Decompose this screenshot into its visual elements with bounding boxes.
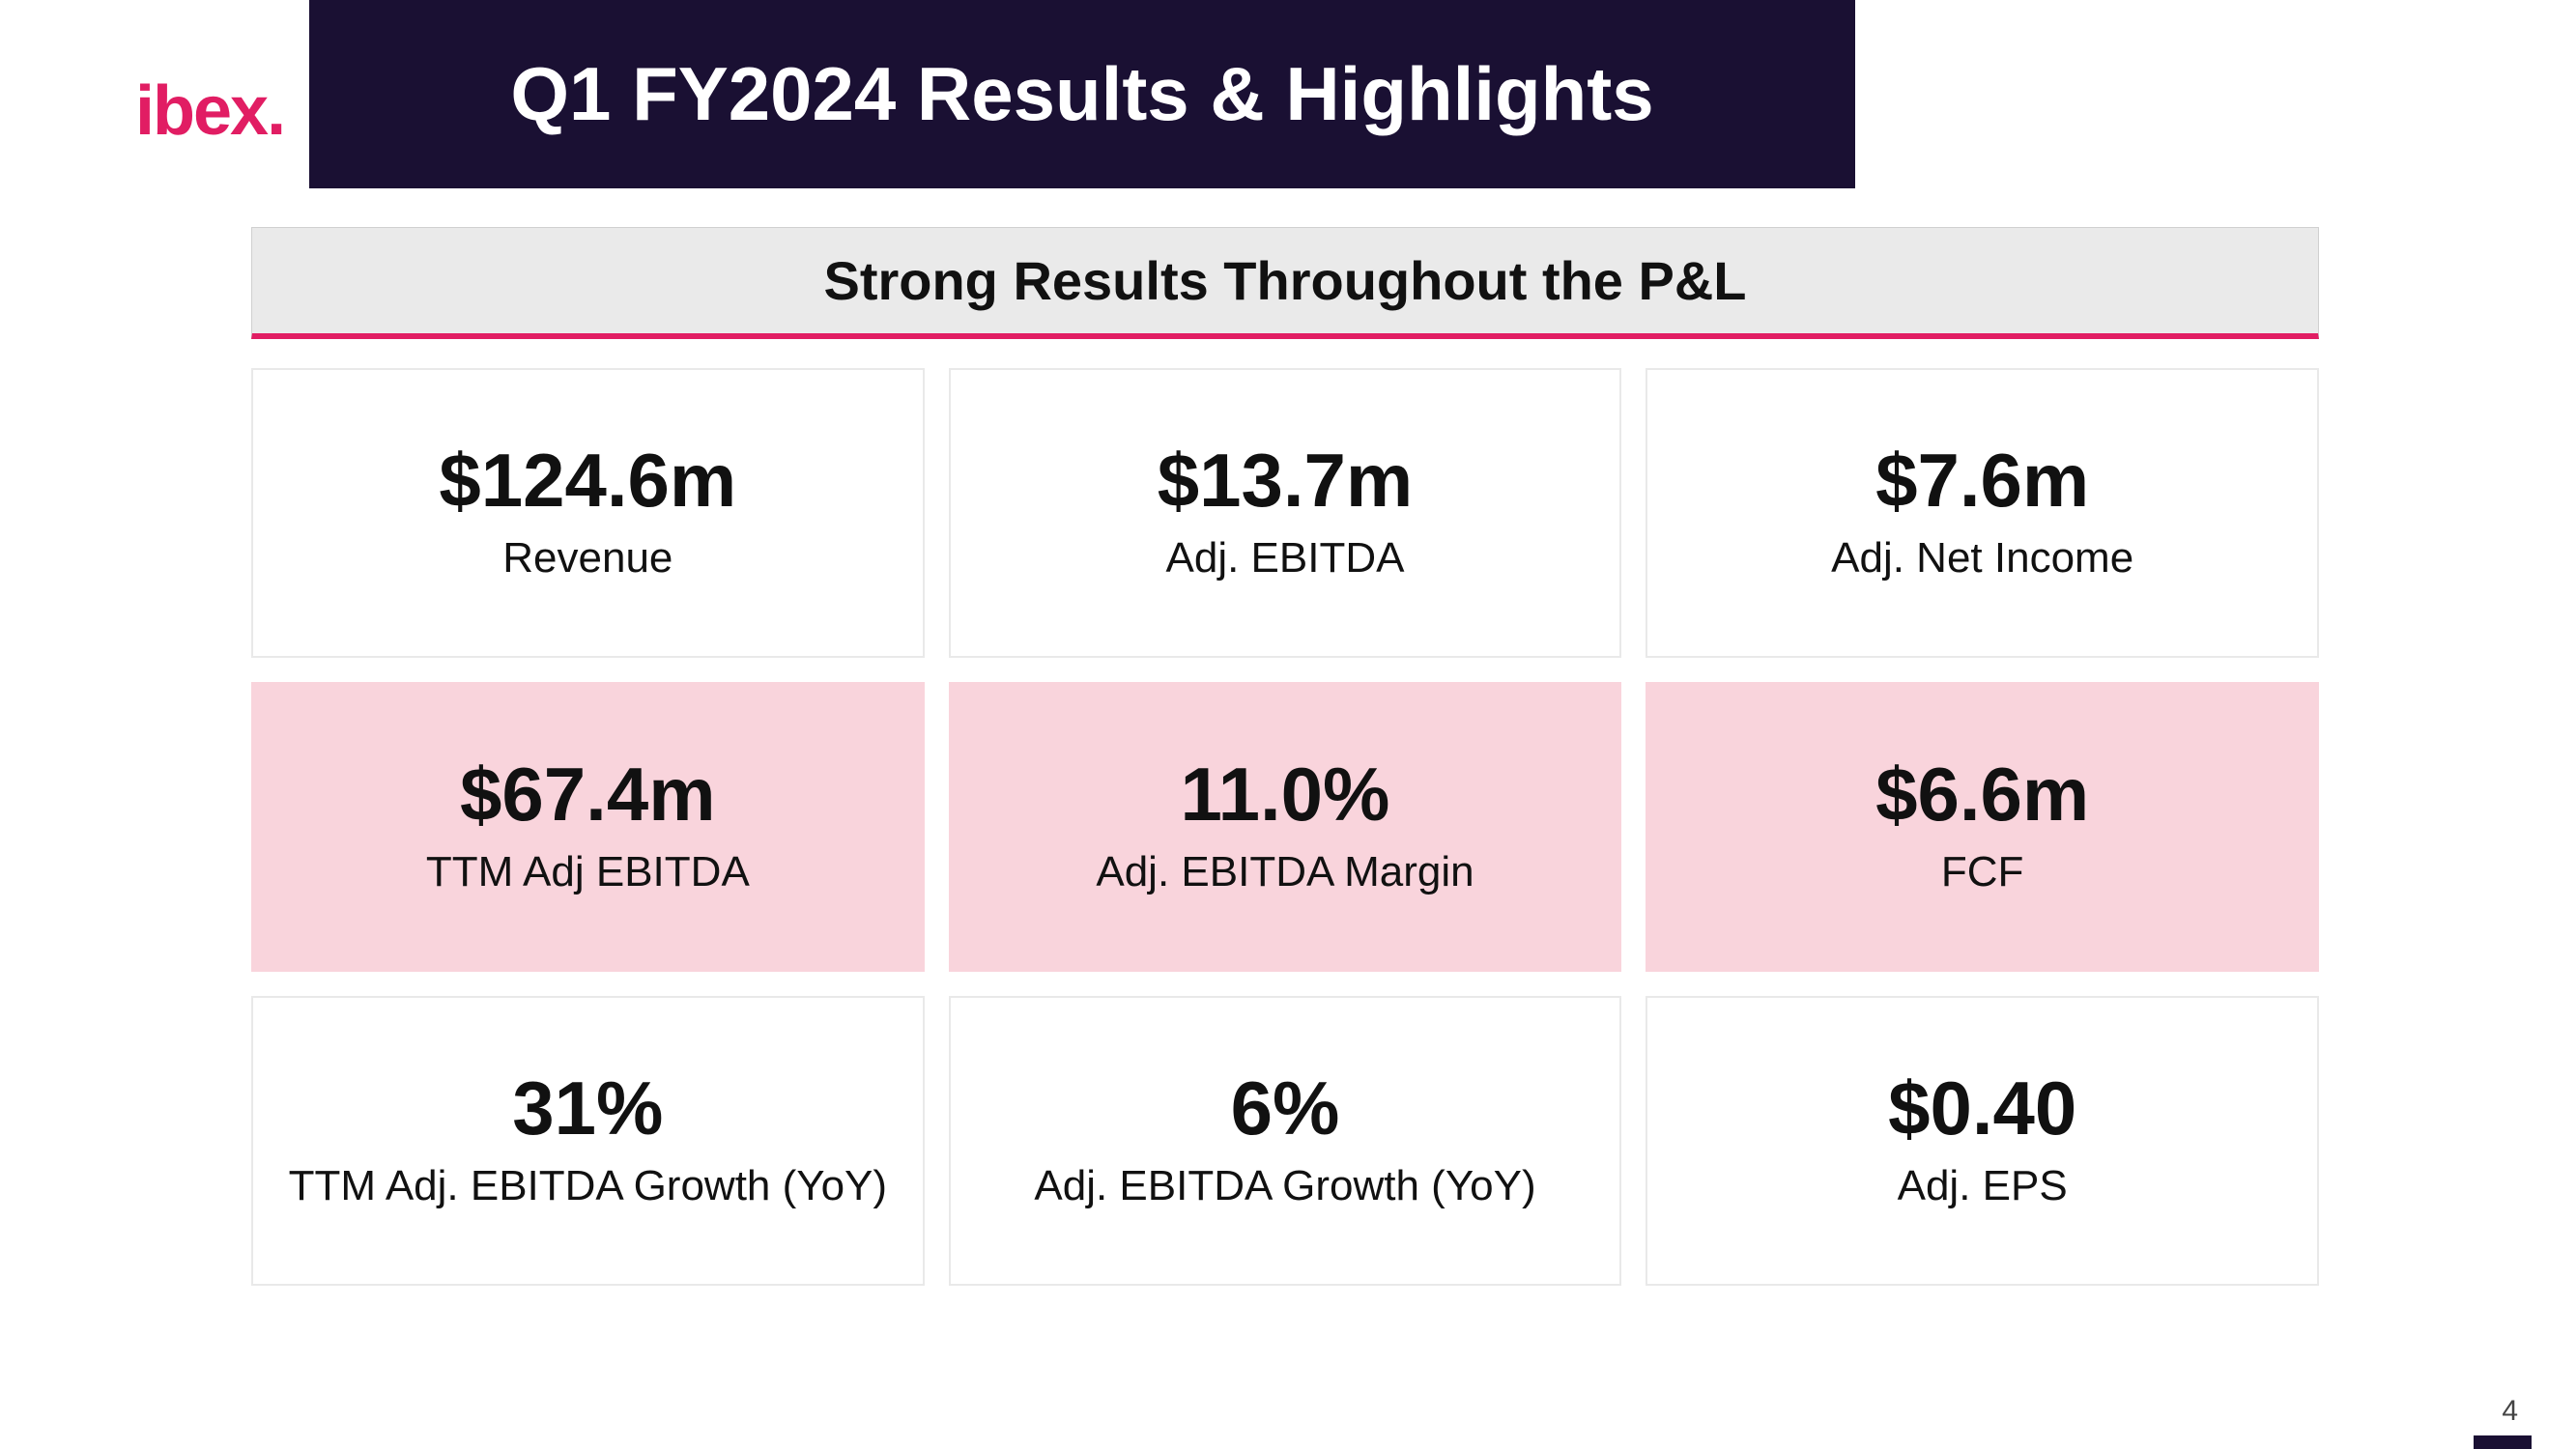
- metric-tile-adj-eps: $0.40 Adj. EPS: [1646, 996, 2319, 1286]
- content-area: Strong Results Throughout the P&L $124.6…: [251, 227, 2319, 1286]
- metric-value: $0.40: [1888, 1069, 2076, 1149]
- metric-tile-adj-ebitda: $13.7m Adj. EBITDA: [949, 368, 1622, 658]
- brand-logo: ibex.: [135, 71, 284, 151]
- metric-tile-revenue: $124.6m Revenue: [251, 368, 925, 658]
- metric-label: FCF: [1941, 845, 2024, 898]
- section-subtitle: Strong Results Throughout the P&L: [251, 227, 2319, 339]
- metric-tile-ttm-adj-ebitda-growth: 31% TTM Adj. EBITDA Growth (YoY): [251, 996, 925, 1286]
- metric-label: TTM Adj EBITDA: [426, 845, 750, 898]
- metric-value: 31%: [512, 1069, 663, 1149]
- metric-tile-fcf: $6.6m FCF: [1646, 682, 2319, 972]
- metric-tile-adj-net-income: $7.6m Adj. Net Income: [1646, 368, 2319, 658]
- page-accent-bar: [2474, 1435, 2532, 1449]
- title-bar: Q1 FY2024 Results & Highlights: [309, 0, 1855, 188]
- metric-value: $67.4m: [460, 755, 716, 835]
- metric-label: Revenue: [502, 531, 673, 584]
- metrics-grid: $124.6m Revenue $13.7m Adj. EBITDA $7.6m…: [251, 368, 2319, 1286]
- metric-tile-ttm-adj-ebitda: $67.4m TTM Adj EBITDA: [251, 682, 925, 972]
- metric-value: 6%: [1231, 1069, 1340, 1149]
- metric-value: $13.7m: [1158, 441, 1414, 521]
- metric-label: Adj. EPS: [1898, 1159, 2068, 1212]
- metric-label: Adj. EBITDA Margin: [1096, 845, 1474, 898]
- metric-tile-adj-ebitda-margin: 11.0% Adj. EBITDA Margin: [949, 682, 1622, 972]
- page-title: Q1 FY2024 Results & Highlights: [510, 50, 1653, 138]
- metric-label: Adj. EBITDA Growth (YoY): [1034, 1159, 1535, 1212]
- metric-value: $124.6m: [439, 441, 736, 521]
- metric-value: $6.6m: [1875, 755, 2089, 835]
- page-number: 4: [2502, 1395, 2518, 1428]
- metric-label: Adj. EBITDA: [1166, 531, 1405, 584]
- metric-tile-adj-ebitda-growth: 6% Adj. EBITDA Growth (YoY): [949, 996, 1622, 1286]
- metric-label: TTM Adj. EBITDA Growth (YoY): [289, 1159, 887, 1212]
- metric-value: $7.6m: [1875, 441, 2089, 521]
- metric-label: Adj. Net Income: [1831, 531, 2133, 584]
- metric-value: 11.0%: [1181, 755, 1390, 835]
